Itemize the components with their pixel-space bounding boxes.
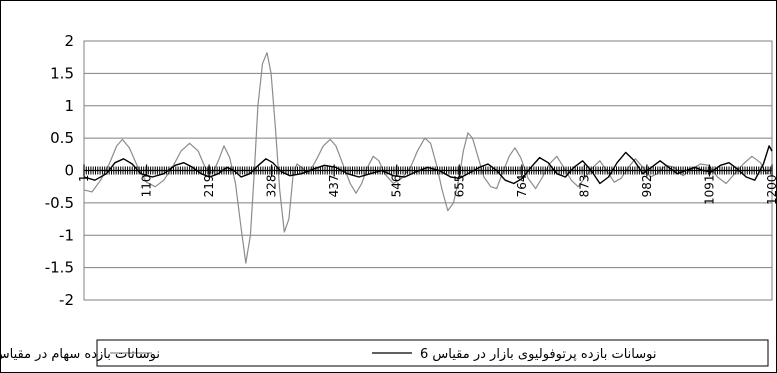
y-tick-label: 0.5 <box>50 129 74 147</box>
x-tick-label: 982 <box>640 175 654 198</box>
x-tick-label: 655 <box>452 175 466 198</box>
x-tick-label: 546 <box>390 175 404 198</box>
x-tick-label: 1200 <box>765 175 777 206</box>
y-tick-label: -1 <box>59 226 74 244</box>
y-tick-label: 1 <box>64 97 74 115</box>
legend: نوسانات بازده سهام در مقیاس 6 نوسانات با… <box>0 339 769 367</box>
y-tick-label: 1.5 <box>50 64 74 82</box>
x-tick-label: 110 <box>140 175 154 198</box>
x-tick-label: 437 <box>327 175 341 198</box>
y-axis-ticks: 2 1.5 1 0.5 0 -0.5 -1 -1.5 -2 <box>45 32 74 309</box>
y-tick-label: 0 <box>64 162 74 180</box>
x-tick-label: 1 <box>77 175 91 183</box>
y-tick-label: -1.5 <box>45 259 74 277</box>
x-axis: 1 110 219 328 437 546 655 764 873 982 1091 1200 <box>77 164 777 206</box>
x-tick-label: 873 <box>577 175 591 198</box>
y-tick-label: -2 <box>59 291 74 309</box>
y-tick-label: 2 <box>64 32 74 50</box>
x-tick-label: 1091 <box>702 175 716 206</box>
x-tick-label: 764 <box>515 175 529 198</box>
x-tick-label: 219 <box>202 175 216 198</box>
legend-label-series-2: نوسانات بازده پرتوفولیوی بازار در مقیاس … <box>420 347 656 362</box>
x-tick-label: 328 <box>265 175 279 198</box>
y-tick-label: -0.5 <box>45 194 74 212</box>
legend-label-series-1: نوسانات بازده سهام در مقیاس 6 <box>0 347 160 362</box>
legend-box <box>96 339 769 367</box>
